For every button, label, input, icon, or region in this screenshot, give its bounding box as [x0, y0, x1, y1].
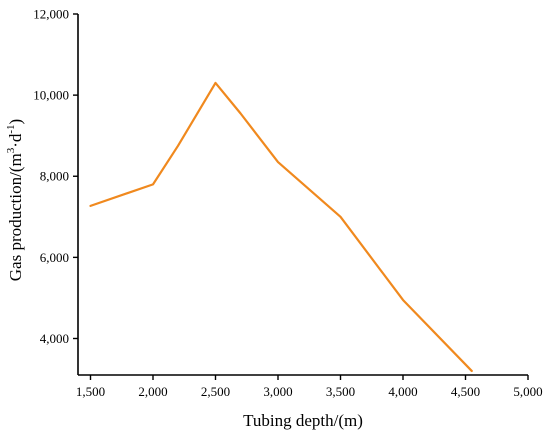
x-tick-label: 3,000 [263, 384, 292, 399]
y-tick-label: 6,000 [40, 250, 69, 265]
y-axis-title: Gas production/(m3·d-1) [5, 119, 25, 281]
x-tick-label: 4,000 [388, 384, 417, 399]
y-tick-label: 4,000 [40, 331, 69, 346]
ticks: 1,500 2,000 2,500 3,000 3,500 4,000 4,500 5,000… [33, 7, 542, 400]
y-axis-title-mid: ·d [6, 133, 25, 148]
y-axis-title-sup-3: 3 [5, 147, 17, 153]
y-tick-label: 10,000 [33, 88, 69, 103]
x-axis-title: Tubing depth/(m) [243, 411, 363, 430]
x-tick-label: 2,500 [201, 384, 230, 399]
y-axis-title-main: Gas production/(m [6, 153, 25, 281]
series [89, 81, 473, 373]
series-line [89, 81, 473, 373]
y-tick-label: 8,000 [40, 169, 69, 184]
y-tick-label: 12,000 [33, 7, 69, 22]
x-tick-label: 4,500 [451, 384, 480, 399]
x-tick-label: 5,000 [513, 384, 542, 399]
x-tick-label: 2,000 [138, 384, 167, 399]
x-tick-label: 1,500 [76, 384, 105, 399]
axes [77, 14, 528, 376]
y-axis-title-close: ) [6, 119, 25, 125]
x-tick-label: 3,500 [326, 384, 355, 399]
y-axis-title-sup-neg1: -1 [5, 124, 17, 133]
